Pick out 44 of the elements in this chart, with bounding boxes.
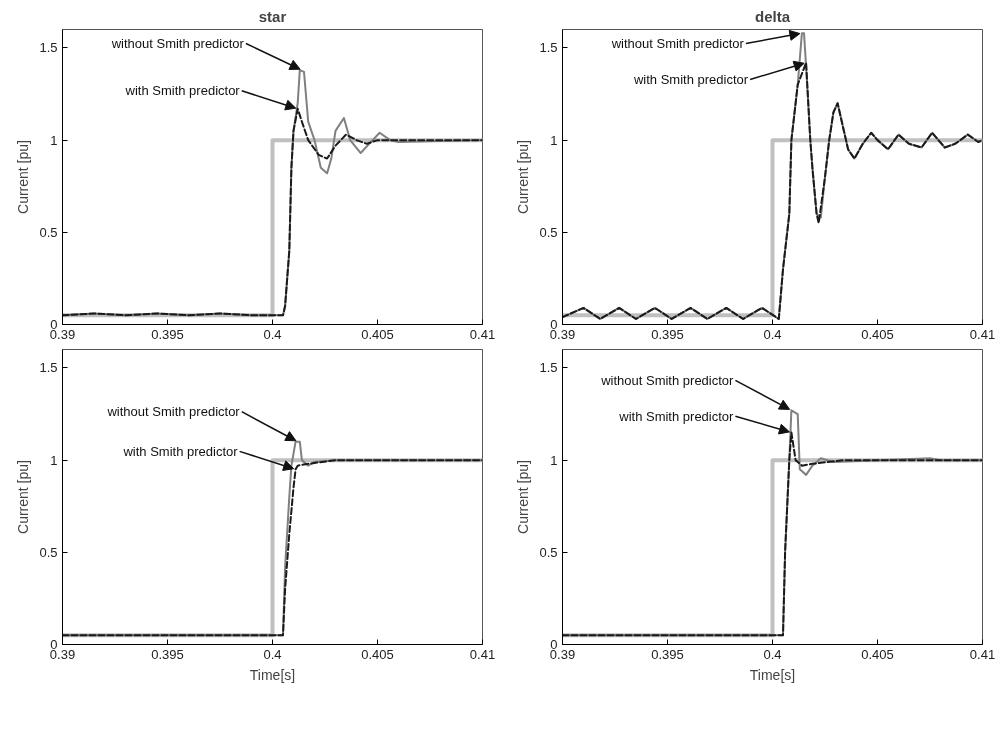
- x-tick-label: 0.405: [361, 326, 394, 342]
- y-tick-label: 1: [50, 452, 58, 468]
- annotation: with Smith predictor: [122, 443, 239, 459]
- y-axis-title: Current [pu]: [15, 140, 32, 214]
- y-tick-label: 1: [50, 132, 58, 148]
- y-tick-label: 0.5: [539, 544, 558, 560]
- x-tick-label: 0.4: [263, 646, 282, 662]
- y-tick-label: 1.5: [39, 360, 58, 376]
- chart-title: delta: [755, 7, 791, 25]
- x-tick-label: 0.41: [469, 646, 496, 662]
- x-tick-label: 0.405: [861, 326, 894, 342]
- y-tick-label: 0.5: [39, 224, 58, 240]
- x-tick-label: 0.41: [469, 326, 496, 342]
- x-axis-title: Time[s]: [749, 666, 796, 683]
- chart-title: star: [258, 7, 287, 25]
- x-axis-title: Time[s]: [249, 666, 296, 683]
- annotation: without Smith predictor: [110, 36, 245, 51]
- y-tick-label: 1: [550, 132, 558, 148]
- y-tick-label: 0.5: [39, 544, 58, 560]
- x-tick-label: 0.41: [969, 646, 996, 662]
- x-tick-label: 0.405: [361, 646, 394, 662]
- annotation: without Smith predictor: [600, 372, 735, 388]
- x-tick-label: 0.405: [861, 646, 894, 662]
- x-tick-label: 0.395: [151, 326, 184, 342]
- annotation: without Smith predictor: [106, 404, 241, 420]
- y-axis-title: Current [pu]: [15, 460, 32, 534]
- y-tick-label: 1.5: [539, 360, 558, 376]
- y-axis-title: Current [pu]: [515, 460, 532, 534]
- annotation: with Smith predictor: [618, 408, 735, 424]
- y-axis-title: Current [pu]: [515, 140, 532, 214]
- x-tick-label: 0.4: [763, 646, 782, 662]
- annotation: with Smith predictor: [632, 72, 749, 87]
- y-tick-label: 1.5: [39, 40, 58, 56]
- x-tick-label: 0.41: [969, 326, 996, 342]
- y-tick-label: 0.5: [539, 224, 558, 240]
- annotation: with Smith predictor: [124, 83, 241, 99]
- y-tick-label: 1.5: [539, 40, 558, 56]
- x-tick-label: 0.395: [651, 646, 684, 662]
- x-tick-label: 0.4: [263, 326, 282, 342]
- x-tick-label: 0.395: [151, 646, 184, 662]
- x-tick-label: 0.395: [651, 326, 684, 342]
- annotation: without Smith predictor: [610, 36, 745, 51]
- y-tick-label: 1: [550, 452, 558, 468]
- x-tick-label: 0.4: [763, 326, 782, 342]
